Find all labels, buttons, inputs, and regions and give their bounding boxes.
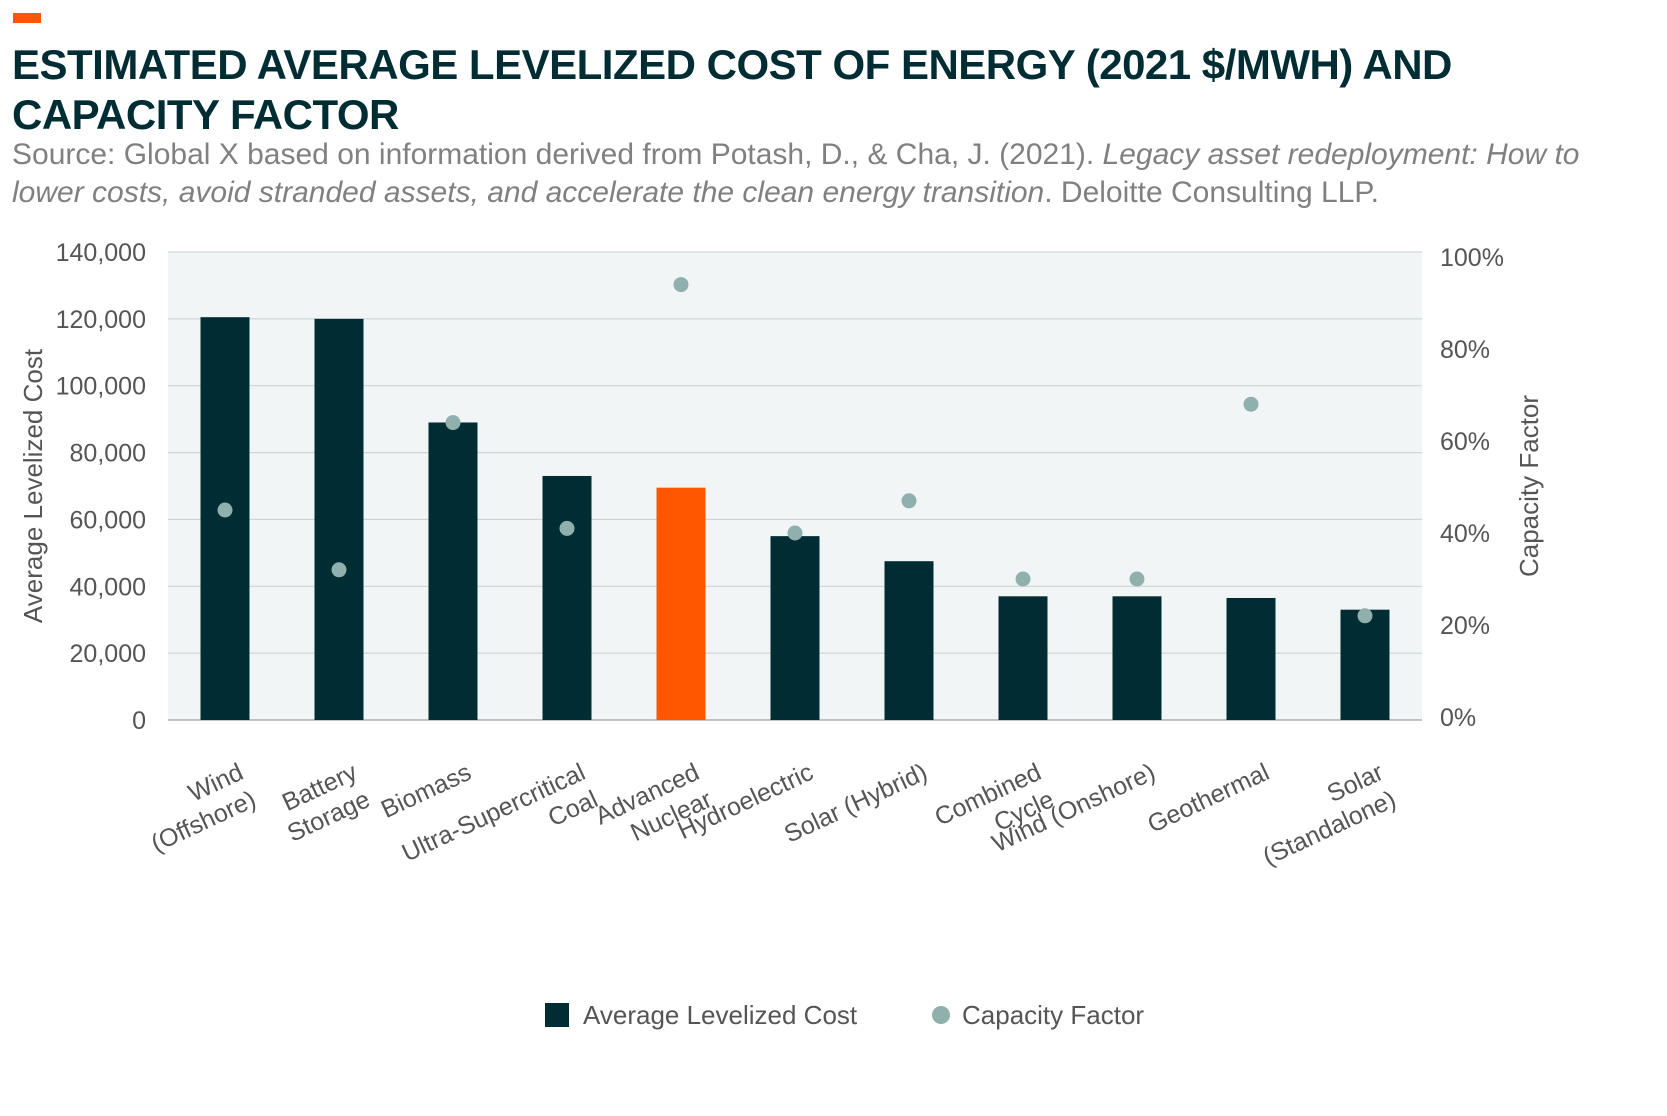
capacity-dot-advanced-nuclear: [673, 277, 689, 293]
bar-battery-storage: [314, 318, 364, 720]
capacity-dots: [217, 277, 1373, 624]
y2-axis-ticks: 0% 20% 40% 60% 80% 100%: [1440, 244, 1504, 732]
y-tick-label: 40,000: [70, 573, 146, 601]
y2-tick-label: 100%: [1440, 244, 1504, 272]
capacity-dot-biomass: [445, 415, 461, 431]
legend-item-cost: Average Levelized Cost: [545, 995, 857, 1035]
capacity-dot-battery-storage: [331, 562, 347, 578]
x-tick-text: Geothermal: [1143, 758, 1273, 839]
source-prefix: Source: Global X based on information de…: [12, 138, 1103, 171]
x-tick-label: Geothermal: [1143, 758, 1273, 839]
capacity-dot-geothermal: [1243, 396, 1259, 412]
bar-combined-cycle: [998, 596, 1048, 720]
y2-tick-label: 80%: [1440, 336, 1490, 364]
capacity-dot-ultra-supercritical-coal: [559, 520, 575, 536]
title-accent-bar: [13, 13, 41, 23]
capacity-dot-hydroelectric: [787, 525, 803, 541]
y-tick-label: 100,000: [56, 373, 146, 401]
bar-geothermal: [1226, 597, 1276, 720]
source-suffix: . Deloitte Consulting LLP.: [1044, 176, 1379, 209]
y2-tick-label: 0%: [1440, 704, 1476, 732]
source-italic: Legacy asset redeployment: How to lower …: [12, 138, 1580, 209]
bar-wind-offshore: [200, 317, 250, 720]
bar-solar-standalone: [1340, 609, 1390, 720]
capacity-dot-combined-cycle: [1015, 571, 1031, 587]
x-tick-text: BatteryStorage: [270, 758, 374, 848]
y-tick-label: 20,000: [70, 640, 146, 668]
chart-title: ESTIMATED AVERAGE LEVELIZED COST OF ENER…: [12, 41, 1452, 138]
y-tick-label: 60,000: [70, 506, 146, 534]
x-tick-text: Wind(Offshore): [134, 758, 260, 858]
y-axis-ticks: 0 20,000 40,000 60,000 80,000 100,000 120,000 1…: [56, 239, 146, 735]
x-tick-label: Wind(Offshore): [134, 758, 260, 858]
y2-tick-label: 40%: [1440, 520, 1490, 548]
y-tick-label: 140,000: [56, 239, 146, 267]
chart-source: Source: Global X based on information de…: [12, 136, 1632, 212]
bar-ultra-supercritical-coal: [542, 475, 592, 720]
capacity-dot-wind-onshore: [1129, 571, 1145, 587]
y-tick-label: 0: [132, 707, 146, 735]
y2-axis-label: Capacity Factor: [1514, 395, 1544, 577]
bar-wind-onshore: [1112, 596, 1162, 720]
bar-hydroelectric: [770, 536, 820, 720]
capacity-dot-solar-standalone: [1357, 608, 1373, 624]
capacity-dot-solar-hybrid: [901, 493, 917, 509]
bar-advanced-nuclear: [656, 487, 706, 720]
legend-dot-swatch: [932, 1006, 950, 1024]
bars: [200, 317, 1390, 720]
bar-solar-hybrid: [884, 561, 934, 720]
chart-legend: Average Levelized Cost Capacity Factor: [0, 995, 1667, 1035]
x-tick-label: BatteryStorage: [270, 758, 374, 848]
legend-label-cost: Average Levelized Cost: [583, 999, 858, 1030]
capacity-dot-wind-offshore: [217, 502, 233, 518]
y2-tick-label: 20%: [1440, 612, 1490, 640]
y-tick-label: 120,000: [56, 306, 146, 334]
y-tick-label: 80,000: [70, 440, 146, 468]
legend-label-capacity: Capacity Factor: [962, 999, 1145, 1030]
bar-biomass: [428, 422, 478, 720]
y-axis-label: Average Levelized Cost: [18, 348, 48, 623]
legend-item-capacity: Capacity Factor: [932, 995, 1144, 1035]
legend-bar-swatch: [545, 1003, 569, 1027]
y2-tick-label: 60%: [1440, 428, 1490, 456]
x-axis-labels: Wind(Offshore) BatteryStorage BiomassUltra…: [134, 758, 1400, 871]
